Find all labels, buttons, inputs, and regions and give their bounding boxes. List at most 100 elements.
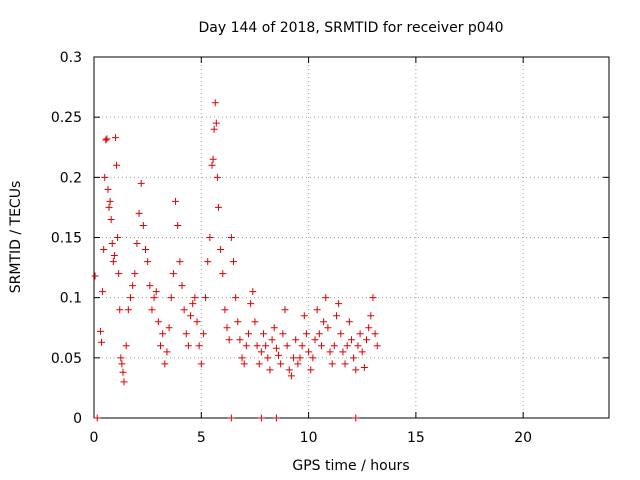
data-point	[109, 258, 117, 266]
data-point	[161, 360, 169, 368]
data-point	[227, 414, 235, 422]
y-tick-label: 0.1	[60, 291, 82, 307]
data-point	[281, 306, 289, 314]
data-point	[159, 330, 167, 338]
data-point	[341, 360, 349, 368]
data-point	[114, 234, 122, 241]
data-point	[217, 246, 225, 254]
data-point	[296, 354, 304, 362]
data-point	[113, 161, 121, 169]
data-point	[292, 336, 300, 344]
data-point	[208, 161, 216, 169]
data-point	[322, 294, 330, 302]
data-point	[371, 330, 379, 338]
data-point	[328, 360, 336, 368]
data-point	[197, 360, 205, 368]
data-point	[317, 342, 325, 350]
x-tick-label: 5	[197, 430, 206, 446]
data-point	[352, 366, 360, 374]
data-point	[165, 324, 173, 332]
data-point	[176, 258, 184, 266]
data-point	[219, 270, 227, 278]
data-point	[352, 414, 360, 422]
data-points	[91, 99, 381, 422]
data-point	[305, 348, 313, 356]
data-point	[253, 342, 261, 350]
data-point	[174, 221, 182, 229]
plot-frame	[93, 56, 610, 419]
data-point	[238, 354, 246, 362]
data-point	[242, 342, 250, 350]
data-point	[116, 306, 124, 314]
data-point	[117, 354, 125, 362]
data-point	[221, 306, 229, 314]
data-point	[266, 366, 274, 374]
data-point	[124, 306, 132, 314]
data-point	[191, 294, 199, 302]
data-point	[202, 294, 210, 302]
data-point	[257, 348, 265, 356]
y-tick-label: 0.05	[51, 351, 82, 367]
data-point	[287, 372, 295, 380]
data-point	[199, 330, 207, 338]
data-point	[204, 258, 212, 266]
y-tick-label: 0.2	[60, 170, 82, 186]
data-point	[98, 338, 106, 346]
data-point	[189, 300, 197, 308]
data-point	[115, 270, 123, 278]
data-point	[227, 234, 235, 241]
grid	[94, 57, 609, 418]
data-point	[210, 125, 218, 133]
data-point	[187, 312, 195, 320]
data-point	[324, 324, 332, 332]
data-point	[163, 348, 171, 356]
data-point	[290, 354, 298, 362]
data-point	[195, 342, 203, 350]
data-point	[268, 336, 276, 344]
x-tick-label: 0	[90, 430, 99, 446]
data-point	[214, 203, 222, 211]
data-point	[122, 342, 130, 350]
data-point	[255, 360, 263, 368]
y-axis-label: SRMTID / TECUs	[8, 181, 24, 294]
data-point	[343, 342, 351, 350]
x-axis-label: GPS time / hours	[292, 458, 409, 474]
data-point	[348, 336, 355, 344]
data-point	[135, 209, 143, 217]
data-point	[119, 368, 127, 376]
data-point	[118, 360, 126, 368]
data-point	[137, 179, 145, 187]
data-point	[315, 330, 323, 338]
data-point	[108, 240, 116, 248]
data-point	[264, 354, 272, 362]
data-point	[131, 270, 139, 278]
data-point	[148, 306, 156, 314]
data-point	[142, 246, 149, 254]
y-axis: 0 0.05 0.1 0.15 0.2 0.25 0.3	[51, 50, 609, 427]
data-point	[120, 378, 128, 386]
data-point	[272, 414, 280, 422]
data-point	[154, 318, 162, 326]
data-point	[107, 215, 115, 223]
data-point	[260, 330, 268, 338]
data-point	[180, 306, 188, 314]
x-axis: 0 5 10 15 20	[90, 57, 532, 446]
data-point	[96, 327, 104, 335]
data-point	[236, 336, 244, 344]
data-point	[184, 342, 192, 350]
data-point	[99, 288, 107, 296]
data-point	[335, 300, 343, 308]
data-point	[332, 312, 340, 320]
data-point	[345, 318, 353, 326]
data-point	[111, 134, 119, 142]
data-point	[157, 342, 165, 350]
data-point	[126, 294, 134, 302]
data-point	[358, 348, 366, 356]
data-point	[106, 197, 114, 205]
data-point	[193, 318, 201, 326]
data-point	[249, 288, 257, 296]
data-point	[212, 119, 220, 127]
data-point	[251, 318, 259, 326]
data-point	[285, 366, 293, 374]
